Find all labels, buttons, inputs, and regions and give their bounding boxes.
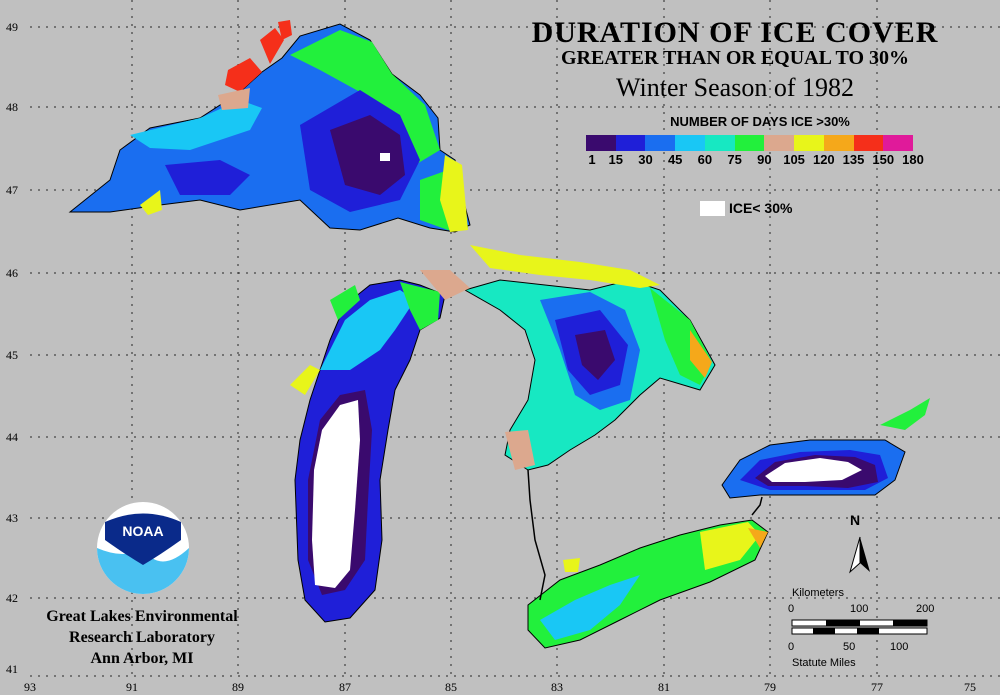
- lat-label: 43: [6, 511, 18, 525]
- legend-swatch: [734, 135, 765, 151]
- north-arrow: [849, 536, 870, 574]
- legend-swatch: [675, 135, 705, 151]
- lat-label: 44: [6, 430, 18, 444]
- legend-swatch: [794, 135, 824, 151]
- legend-swatch: [823, 135, 854, 151]
- map-subtitle: GREATER THAN OR EQUAL TO 30%: [560, 47, 910, 69]
- lon-label: 77: [871, 680, 883, 694]
- institution-line3: Ann Arbor, MI: [90, 650, 194, 667]
- institution-line2: Research Laboratory: [69, 629, 215, 646]
- scale-mi-label: Statute Miles: [792, 657, 856, 669]
- legend-tick-label: 90: [757, 152, 772, 167]
- lon-label: 83: [551, 680, 563, 694]
- legend-title: NUMBER OF DAYS ICE >30%: [670, 114, 850, 129]
- lon-label: 91: [126, 680, 138, 694]
- north-label: N: [850, 512, 861, 528]
- lat-label: 47: [6, 183, 18, 197]
- noaa-logo: NOAA: [97, 502, 189, 594]
- legend-swatch: [586, 135, 616, 151]
- map-title: DURATION OF ICE COVER: [531, 16, 939, 49]
- legend-color-bar: [586, 135, 914, 151]
- connecting-rivers: [527, 469, 763, 601]
- lat-label: 46: [6, 266, 18, 280]
- institution-line1: Great Lakes Environmental: [46, 608, 238, 625]
- lon-label: 87: [339, 680, 351, 694]
- lake-michigan: [290, 279, 446, 623]
- legend-swatch: [764, 135, 795, 151]
- lake-superior: [68, 20, 471, 233]
- legend-tick-label: 15: [608, 152, 623, 167]
- legend-tick-label: 150: [872, 152, 895, 167]
- legend-swatch: [704, 135, 735, 151]
- legend-tick-label: 30: [638, 152, 653, 167]
- ice-less-swatch: [700, 201, 725, 216]
- scale-km-tick: 200: [916, 603, 935, 615]
- season-label: Winter Season of 1982: [616, 73, 854, 102]
- legend-tick-label: 45: [667, 152, 683, 167]
- legend-swatch: [615, 135, 646, 151]
- legend-swatch: [645, 135, 676, 151]
- lake-ontario: [721, 398, 930, 499]
- lon-label: 85: [445, 680, 457, 694]
- legend-tick-label: 60: [697, 152, 713, 167]
- legend-swatch: [853, 135, 884, 151]
- lat-label: 42: [6, 591, 18, 605]
- lon-label: 93: [24, 680, 36, 694]
- legend-swatch: [883, 135, 914, 151]
- lat-label: 41: [6, 662, 18, 676]
- lat-label: 48: [6, 100, 18, 114]
- scale-bar: [791, 619, 928, 635]
- legend-tick-label: 135: [842, 152, 865, 167]
- noaa-logo-text: NOAA: [122, 523, 163, 539]
- scale-km-label: Kilometers: [792, 587, 844, 599]
- scale-km-tick: 100: [850, 603, 869, 615]
- scale-mi-tick: 100: [890, 641, 909, 653]
- scale-mi-tick: 0: [788, 641, 795, 653]
- scale-km-tick: 0: [788, 603, 795, 615]
- lat-label: 49: [6, 20, 18, 34]
- scale-mi-tick: 50: [843, 641, 856, 653]
- legend-tick-label: 120: [812, 152, 835, 167]
- lon-label: 81: [658, 680, 670, 694]
- legend-tick-label: 1: [588, 152, 596, 167]
- legend-tick-label: 105: [783, 152, 805, 167]
- legend-tick-label: 75: [727, 152, 742, 167]
- lon-label: 79: [764, 680, 776, 694]
- lake-huron: [420, 245, 716, 471]
- ice-less-label: ICE< 30%: [729, 200, 793, 216]
- legend-tick-label: 180: [902, 152, 924, 167]
- lake-erie: [527, 519, 769, 649]
- lon-label: 75: [964, 680, 976, 694]
- legend-tick-labels: 1 15 30 45 60 75 90 105 120 135 150 180: [586, 152, 926, 168]
- lon-label: 89: [232, 680, 244, 694]
- lat-label: 45: [6, 348, 18, 362]
